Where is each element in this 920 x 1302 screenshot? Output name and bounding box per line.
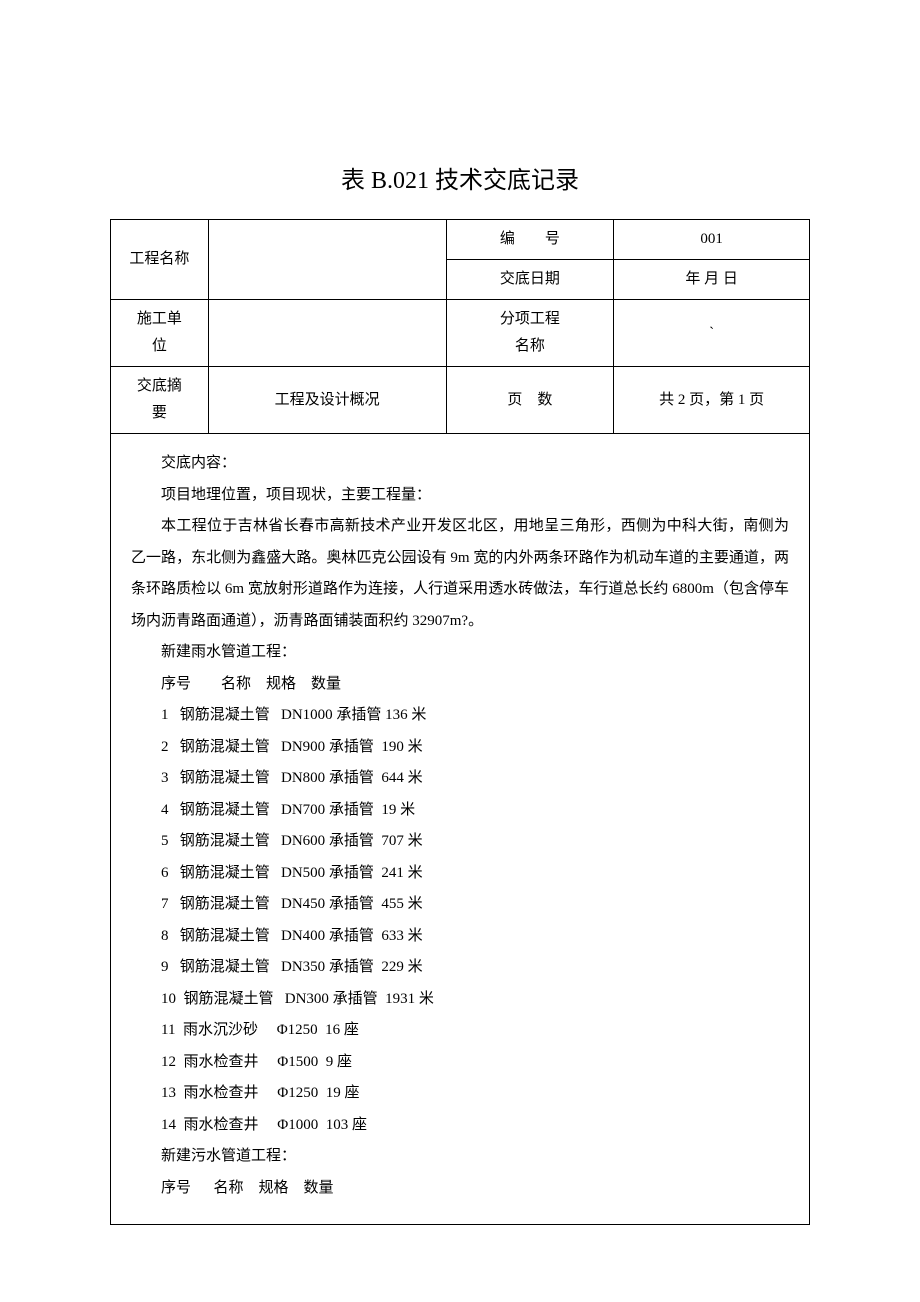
construction-unit-value — [208, 300, 446, 367]
summary-label: 交底摘 要 — [111, 367, 209, 434]
list-item: 5 钢筋混凝土管 DN600 承插管 707 米 — [131, 826, 789, 858]
list-item: 6 钢筋混凝土管 DN500 承插管 241 米 — [131, 858, 789, 890]
section1-title: 新建雨水管道工程： — [131, 637, 789, 669]
content-paragraph: 本工程位于吉林省长春市高新技术产业开发区北区，用地呈三角形，西侧为中科大街，南侧… — [131, 511, 789, 637]
construction-unit-label: 施工单 位 — [111, 300, 209, 367]
summary-value: 工程及设计概况 — [208, 367, 446, 434]
content-heading: 交底内容： — [131, 448, 789, 480]
list-header-2: 序号 名称 规格 数量 — [131, 1173, 789, 1205]
date-value: 年 月 日 — [614, 260, 810, 300]
subitem-value: ` — [614, 300, 810, 367]
section2-title: 新建污水管道工程： — [131, 1141, 789, 1173]
list-header: 序号 名称 规格 数量 — [131, 669, 789, 701]
list-item: 7 钢筋混凝土管 DN450 承插管 455 米 — [131, 889, 789, 921]
content-subheading: 项目地理位置，项目现状，主要工程量： — [131, 480, 789, 512]
date-label: 交底日期 — [446, 260, 614, 300]
pages-value: 共 2 页，第 1 页 — [614, 367, 810, 434]
document-title: 表 B.021 技术交底记录 — [110, 160, 810, 195]
list-item: 14 雨水检查井 Φ1000 103 座 — [131, 1110, 789, 1142]
list-item: 12 雨水检查井 Φ1500 9 座 — [131, 1047, 789, 1079]
list-item: 2 钢筋混凝土管 DN900 承插管 190 米 — [131, 732, 789, 764]
document-page: 表 B.021 技术交底记录 工程名称 编 号 001 交底日期 年 月 日 施… — [0, 0, 920, 1302]
subitem-label: 分项工程 名称 — [446, 300, 614, 367]
project-name-label: 工程名称 — [111, 220, 209, 300]
content-body: 交底内容： 项目地理位置，项目现状，主要工程量： 本工程位于吉林省长春市高新技术… — [110, 434, 810, 1225]
list-item: 4 钢筋混凝土管 DN700 承插管 19 米 — [131, 795, 789, 827]
pages-label: 页 数 — [446, 367, 614, 434]
code-label: 编 号 — [446, 220, 614, 260]
list-item: 10 钢筋混凝土管 DN300 承插管 1931 米 — [131, 984, 789, 1016]
project-name-value — [208, 220, 446, 300]
list-item: 13 雨水检查井 Φ1250 19 座 — [131, 1078, 789, 1110]
list-item: 9 钢筋混凝土管 DN350 承插管 229 米 — [131, 952, 789, 984]
header-table: 工程名称 编 号 001 交底日期 年 月 日 施工单 位 分项工程 名称 ` … — [110, 219, 810, 434]
list-item: 8 钢筋混凝土管 DN400 承插管 633 米 — [131, 921, 789, 953]
list-item: 11 雨水沉沙砂 Φ1250 16 座 — [131, 1015, 789, 1047]
list-item: 1 钢筋混凝土管 DN1000 承插管 136 米 — [131, 700, 789, 732]
code-value: 001 — [614, 220, 810, 260]
list-item: 3 钢筋混凝土管 DN800 承插管 644 米 — [131, 763, 789, 795]
